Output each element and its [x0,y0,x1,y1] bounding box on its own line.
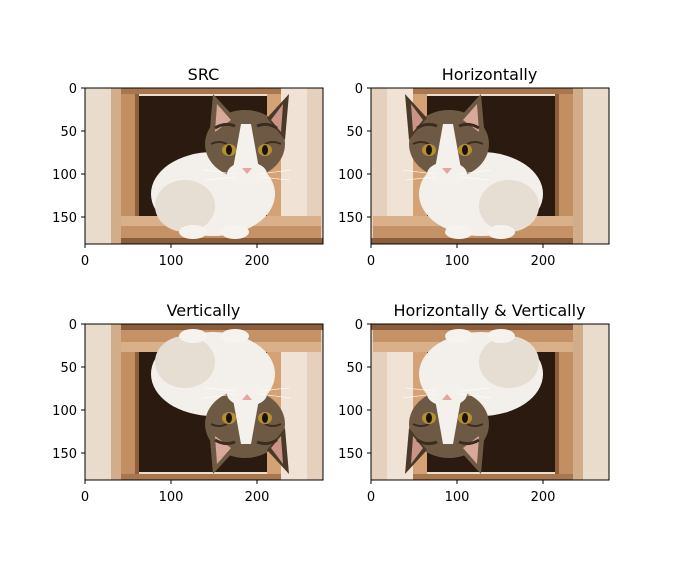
y-tick-label: 0 [355,318,363,333]
x-axis: 0 100 200 [81,480,270,505]
y-tick-label: 0 [69,318,77,333]
panel-horizontal: Horizontally 0 100 200 0 50 100 150 [338,65,610,269]
panel-title: SRC [188,65,220,84]
x-tick-label: 200 [531,254,556,269]
y-axis: 0 50 100 150 [52,318,85,462]
x-tick-label: 100 [445,490,470,505]
panel-vertical: Vertically 0 100 200 0 50 100 150 [52,301,324,505]
y-tick-label: 50 [60,361,77,376]
y-tick-label: 0 [69,82,77,97]
axes-frame [84,323,324,481]
panel-title: Vertically [167,301,241,320]
y-tick-label: 150 [338,211,363,226]
y-axis: 0 50 100 150 [338,318,371,462]
x-tick-label: 0 [81,490,89,505]
y-tick-label: 150 [52,211,77,226]
panel-src: SRC 0 100 200 0 50 100 150 [52,65,324,269]
y-tick-label: 50 [346,125,363,140]
y-tick-label: 100 [338,168,363,183]
x-tick-label: 0 [367,490,375,505]
photo-src [85,88,323,244]
axes-frame [370,323,610,481]
y-tick-label: 100 [338,404,363,419]
x-tick-label: 200 [245,490,270,505]
y-tick-label: 100 [52,168,77,183]
panel-both: Horizontally & Vertically 0 100 200 0 50… [338,301,610,505]
panel-title: Horizontally [442,65,538,84]
axes-frame [370,87,610,245]
x-tick-label: 200 [245,254,270,269]
y-axis: 0 50 100 150 [52,82,85,226]
y-axis: 0 50 100 150 [338,82,371,226]
photo-vertical [85,324,323,480]
y-tick-label: 0 [355,82,363,97]
y-tick-label: 150 [338,447,363,462]
photo-horizontal [371,88,609,244]
x-tick-label: 0 [81,254,89,269]
panel-title: Horizontally & Vertically [393,301,585,320]
x-tick-label: 200 [531,490,556,505]
y-tick-label: 150 [52,447,77,462]
y-tick-label: 50 [60,125,77,140]
x-tick-label: 100 [159,254,184,269]
x-axis: 0 100 200 [81,244,270,269]
x-tick-label: 0 [367,254,375,269]
x-tick-label: 100 [159,490,184,505]
x-axis: 0 100 200 [367,480,556,505]
y-tick-label: 100 [52,404,77,419]
axes-frame [84,87,324,245]
photo-both [371,324,609,480]
y-tick-label: 50 [346,361,363,376]
x-axis: 0 100 200 [367,244,556,269]
x-tick-label: 100 [445,254,470,269]
